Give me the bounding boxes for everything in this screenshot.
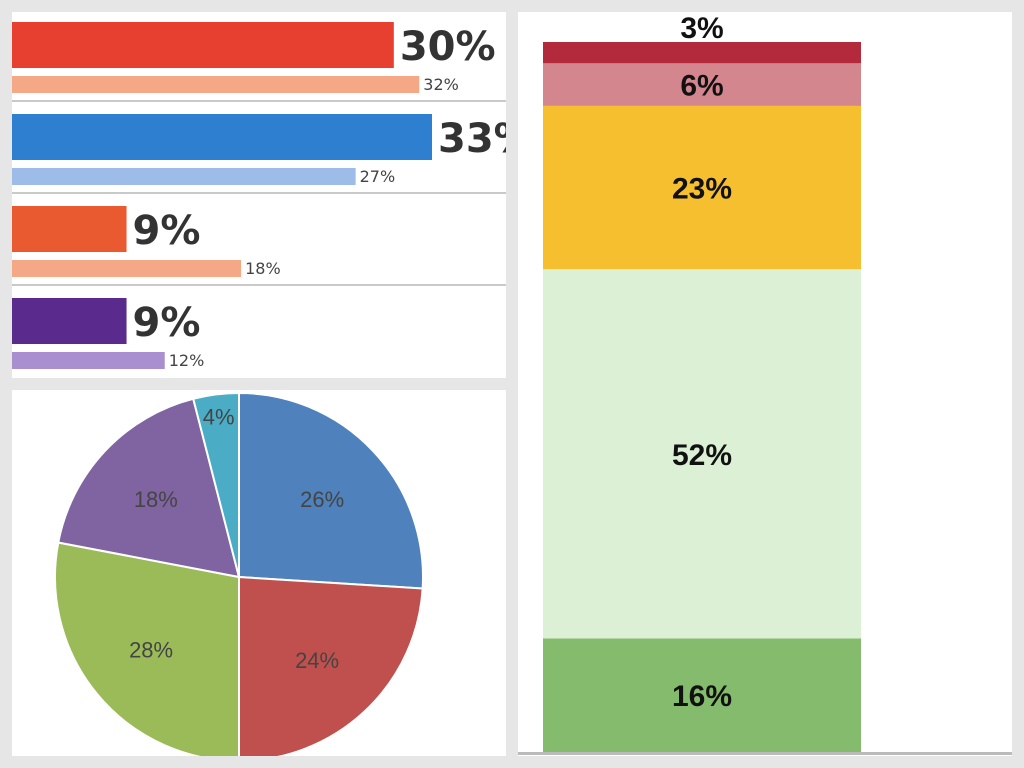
pie-chart-panel: 26% 24% 28% 18% 4% bbox=[12, 390, 506, 756]
stack-segment-label: 3% bbox=[680, 12, 723, 45]
pie-slice bbox=[57, 397, 241, 579]
pie-slice-label: 24% bbox=[295, 648, 339, 673]
primary-bar-label: 9% bbox=[133, 208, 201, 254]
stack-segment-label: 52% bbox=[672, 439, 732, 472]
pie-slice bbox=[192, 391, 240, 578]
secondary-bar-label: 18% bbox=[245, 259, 281, 278]
pie-slice bbox=[54, 541, 240, 756]
stacked-bar-chart: 16% 52% 23% 6% 3% bbox=[518, 12, 1012, 755]
pie-slice-label: 26% bbox=[300, 487, 344, 512]
row-divider bbox=[12, 100, 506, 102]
pie-slice bbox=[238, 575, 424, 756]
pie-slice-label: 18% bbox=[134, 487, 178, 512]
secondary-bar-label: 32% bbox=[423, 75, 459, 94]
secondary-bar-label: 12% bbox=[169, 351, 205, 370]
pie-slice bbox=[238, 391, 424, 590]
primary-bar bbox=[12, 114, 432, 160]
stack-segment-label: 23% bbox=[672, 173, 732, 206]
pie-chart: 26% 24% 28% 18% 4% bbox=[54, 391, 424, 756]
row-divider bbox=[12, 284, 506, 286]
primary-bar-label: 30% bbox=[400, 24, 496, 70]
secondary-bar bbox=[12, 352, 165, 369]
primary-bar-label: 33% bbox=[438, 116, 506, 162]
secondary-bar bbox=[12, 76, 420, 93]
pie-slice-label: 4% bbox=[203, 404, 235, 429]
horizontal-bar-chart: 30% 32% 33% 27% 9% 18% 9% 12% bbox=[12, 22, 506, 370]
primary-bar bbox=[12, 206, 127, 252]
primary-bar bbox=[12, 22, 394, 68]
stack-segment-label: 6% bbox=[680, 70, 723, 103]
horizontal-bar-chart-panel: 30% 32% 33% 27% 9% 18% 9% 12% bbox=[12, 12, 506, 378]
pie-slice-label: 28% bbox=[129, 638, 173, 663]
secondary-bar bbox=[12, 168, 356, 185]
stacked-bar-chart-panel: 16% 52% 23% 6% 3% bbox=[518, 12, 1012, 756]
secondary-bar bbox=[12, 260, 242, 277]
stack-segment bbox=[543, 638, 861, 752]
row-divider bbox=[12, 192, 506, 194]
stack-segment bbox=[543, 105, 861, 270]
stack-segment bbox=[543, 269, 861, 639]
secondary-bar-label: 27% bbox=[360, 167, 396, 186]
primary-bar-label: 9% bbox=[133, 300, 201, 346]
primary-bar bbox=[12, 298, 127, 344]
stack-segment-label: 16% bbox=[672, 680, 732, 713]
x-axis-line bbox=[518, 752, 1012, 755]
stack-segment bbox=[543, 42, 861, 64]
stack-segment bbox=[543, 63, 861, 106]
